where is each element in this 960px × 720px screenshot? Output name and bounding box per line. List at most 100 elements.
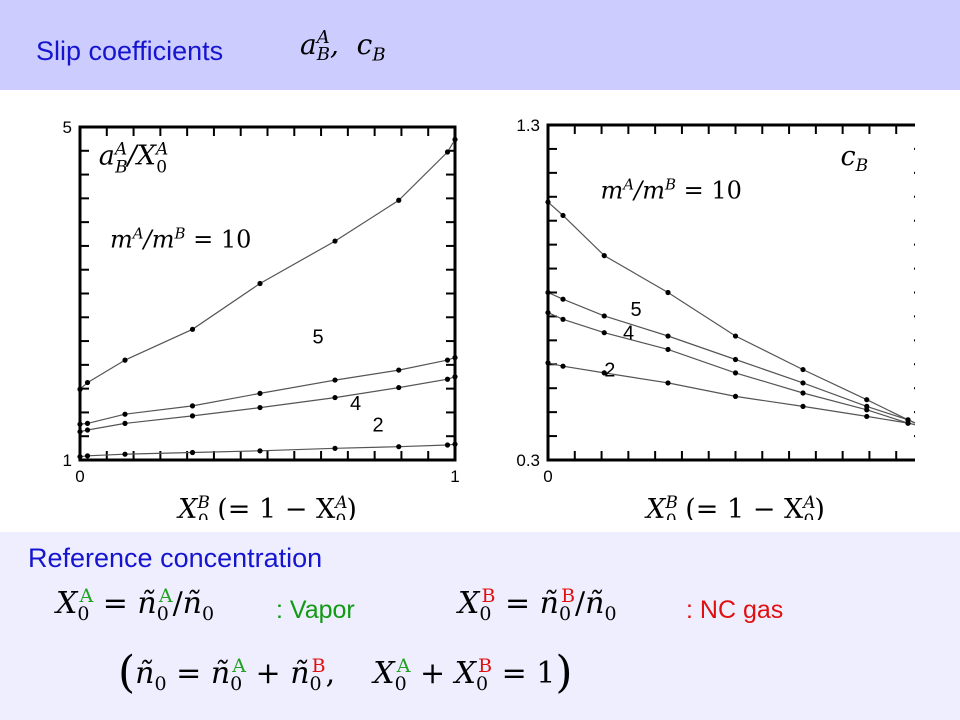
data-point xyxy=(732,393,739,399)
data-point xyxy=(732,370,739,376)
data-point xyxy=(257,404,263,411)
data-point xyxy=(560,363,566,369)
data-point xyxy=(189,449,196,456)
data-point xyxy=(396,367,402,373)
data-point xyxy=(452,355,458,361)
header-band xyxy=(0,0,960,90)
y-tick-label: 1.3 xyxy=(516,116,540,135)
data-point xyxy=(732,356,739,363)
plot-slip-c: 0.31.301mA/mB = 10542cBXB0 (= 1 − XA0) xyxy=(495,100,927,531)
data-point xyxy=(452,441,458,447)
series-label: mA/mB = 10 xyxy=(110,225,251,254)
data-point xyxy=(189,403,196,409)
data-point xyxy=(84,453,91,459)
data-point xyxy=(545,310,551,316)
x-tick-label: 1 xyxy=(450,467,459,486)
data-point xyxy=(800,390,806,396)
series-label: mA/mB = 10 xyxy=(601,176,742,205)
x-tick-label: 0 xyxy=(75,467,84,486)
data-point xyxy=(601,313,607,319)
data-point xyxy=(452,136,458,143)
series-label: 5 xyxy=(631,299,642,321)
series-label: 4 xyxy=(623,322,634,344)
data-point xyxy=(77,386,83,392)
data-point xyxy=(665,346,671,353)
data-point xyxy=(444,442,451,448)
data-point xyxy=(601,370,607,376)
series-line xyxy=(79,139,456,390)
data-point xyxy=(800,380,806,386)
series-label: 2 xyxy=(604,359,615,381)
chart-label: cB xyxy=(841,141,869,176)
data-point xyxy=(444,149,451,155)
slide-title: Slip coefficients xyxy=(36,36,224,66)
data-point xyxy=(84,379,91,386)
data-point xyxy=(545,360,551,366)
data-point xyxy=(189,413,196,419)
ncgas-formula: X0B = ñ0B/ñ0 xyxy=(458,585,617,625)
data-point xyxy=(864,407,870,413)
data-point xyxy=(396,444,402,450)
data-point xyxy=(396,384,402,391)
data-point xyxy=(332,238,338,244)
reference-title: Reference concentration xyxy=(28,543,323,573)
series-line xyxy=(547,312,924,428)
data-point xyxy=(560,296,566,302)
x-axis-label: XB0 (= 1 − XA0) xyxy=(644,493,825,520)
x-axis-label: XB0 (= 1 − XA0) xyxy=(176,493,357,520)
data-point xyxy=(601,330,607,336)
data-point xyxy=(560,316,566,322)
data-point xyxy=(601,253,607,259)
data-point xyxy=(257,390,263,396)
data-point xyxy=(800,366,806,373)
series-label: 5 xyxy=(313,326,324,348)
data-point xyxy=(122,357,128,363)
data-point xyxy=(905,420,911,426)
data-point xyxy=(332,445,338,451)
reference-band xyxy=(0,532,960,720)
data-point xyxy=(332,377,338,383)
y-tick-label: 5 xyxy=(63,118,72,137)
sum-formula: (ñ0 = ñ0A + ñ0B, X0A + X0B = 1) xyxy=(118,647,573,698)
y-tick-label: 0.3 xyxy=(516,451,540,470)
data-point xyxy=(864,413,870,420)
series-label: 4 xyxy=(350,393,361,415)
data-point xyxy=(560,212,566,219)
data-point xyxy=(77,429,83,435)
chart-label: aA B/XA 0 xyxy=(99,139,169,177)
data-point xyxy=(77,454,83,460)
data-point xyxy=(665,333,671,339)
data-point xyxy=(452,374,458,380)
data-point xyxy=(332,394,338,401)
data-point xyxy=(396,197,402,203)
data-point xyxy=(545,199,551,205)
data-point xyxy=(800,403,806,409)
plot-frame xyxy=(78,125,457,462)
data-point xyxy=(545,289,551,296)
data-point xyxy=(444,376,451,382)
data-point xyxy=(257,280,263,287)
data-point xyxy=(122,451,128,457)
y-tick-label: 1 xyxy=(63,451,72,470)
data-point xyxy=(84,420,91,426)
data-point xyxy=(444,357,451,363)
series-line xyxy=(547,291,924,428)
data-point xyxy=(665,289,671,296)
data-point xyxy=(122,411,128,417)
plot-slip-c-svg: 0.31.301mA/mB = 10542cBXB0 (= 1 − XA0) xyxy=(516,116,927,531)
data-point xyxy=(665,380,671,386)
ncgas-label: : NC gas xyxy=(686,596,784,624)
data-point xyxy=(84,427,91,433)
data-point xyxy=(864,397,870,403)
data-point xyxy=(732,333,739,339)
data-point xyxy=(77,421,83,427)
vapor-formula: X0A = ñ0A/ñ0 xyxy=(56,585,215,625)
data-point xyxy=(189,326,196,332)
data-point xyxy=(257,448,263,454)
data-point xyxy=(122,420,128,426)
x-tick-label: 0 xyxy=(543,467,552,486)
series-label: 2 xyxy=(373,415,384,437)
